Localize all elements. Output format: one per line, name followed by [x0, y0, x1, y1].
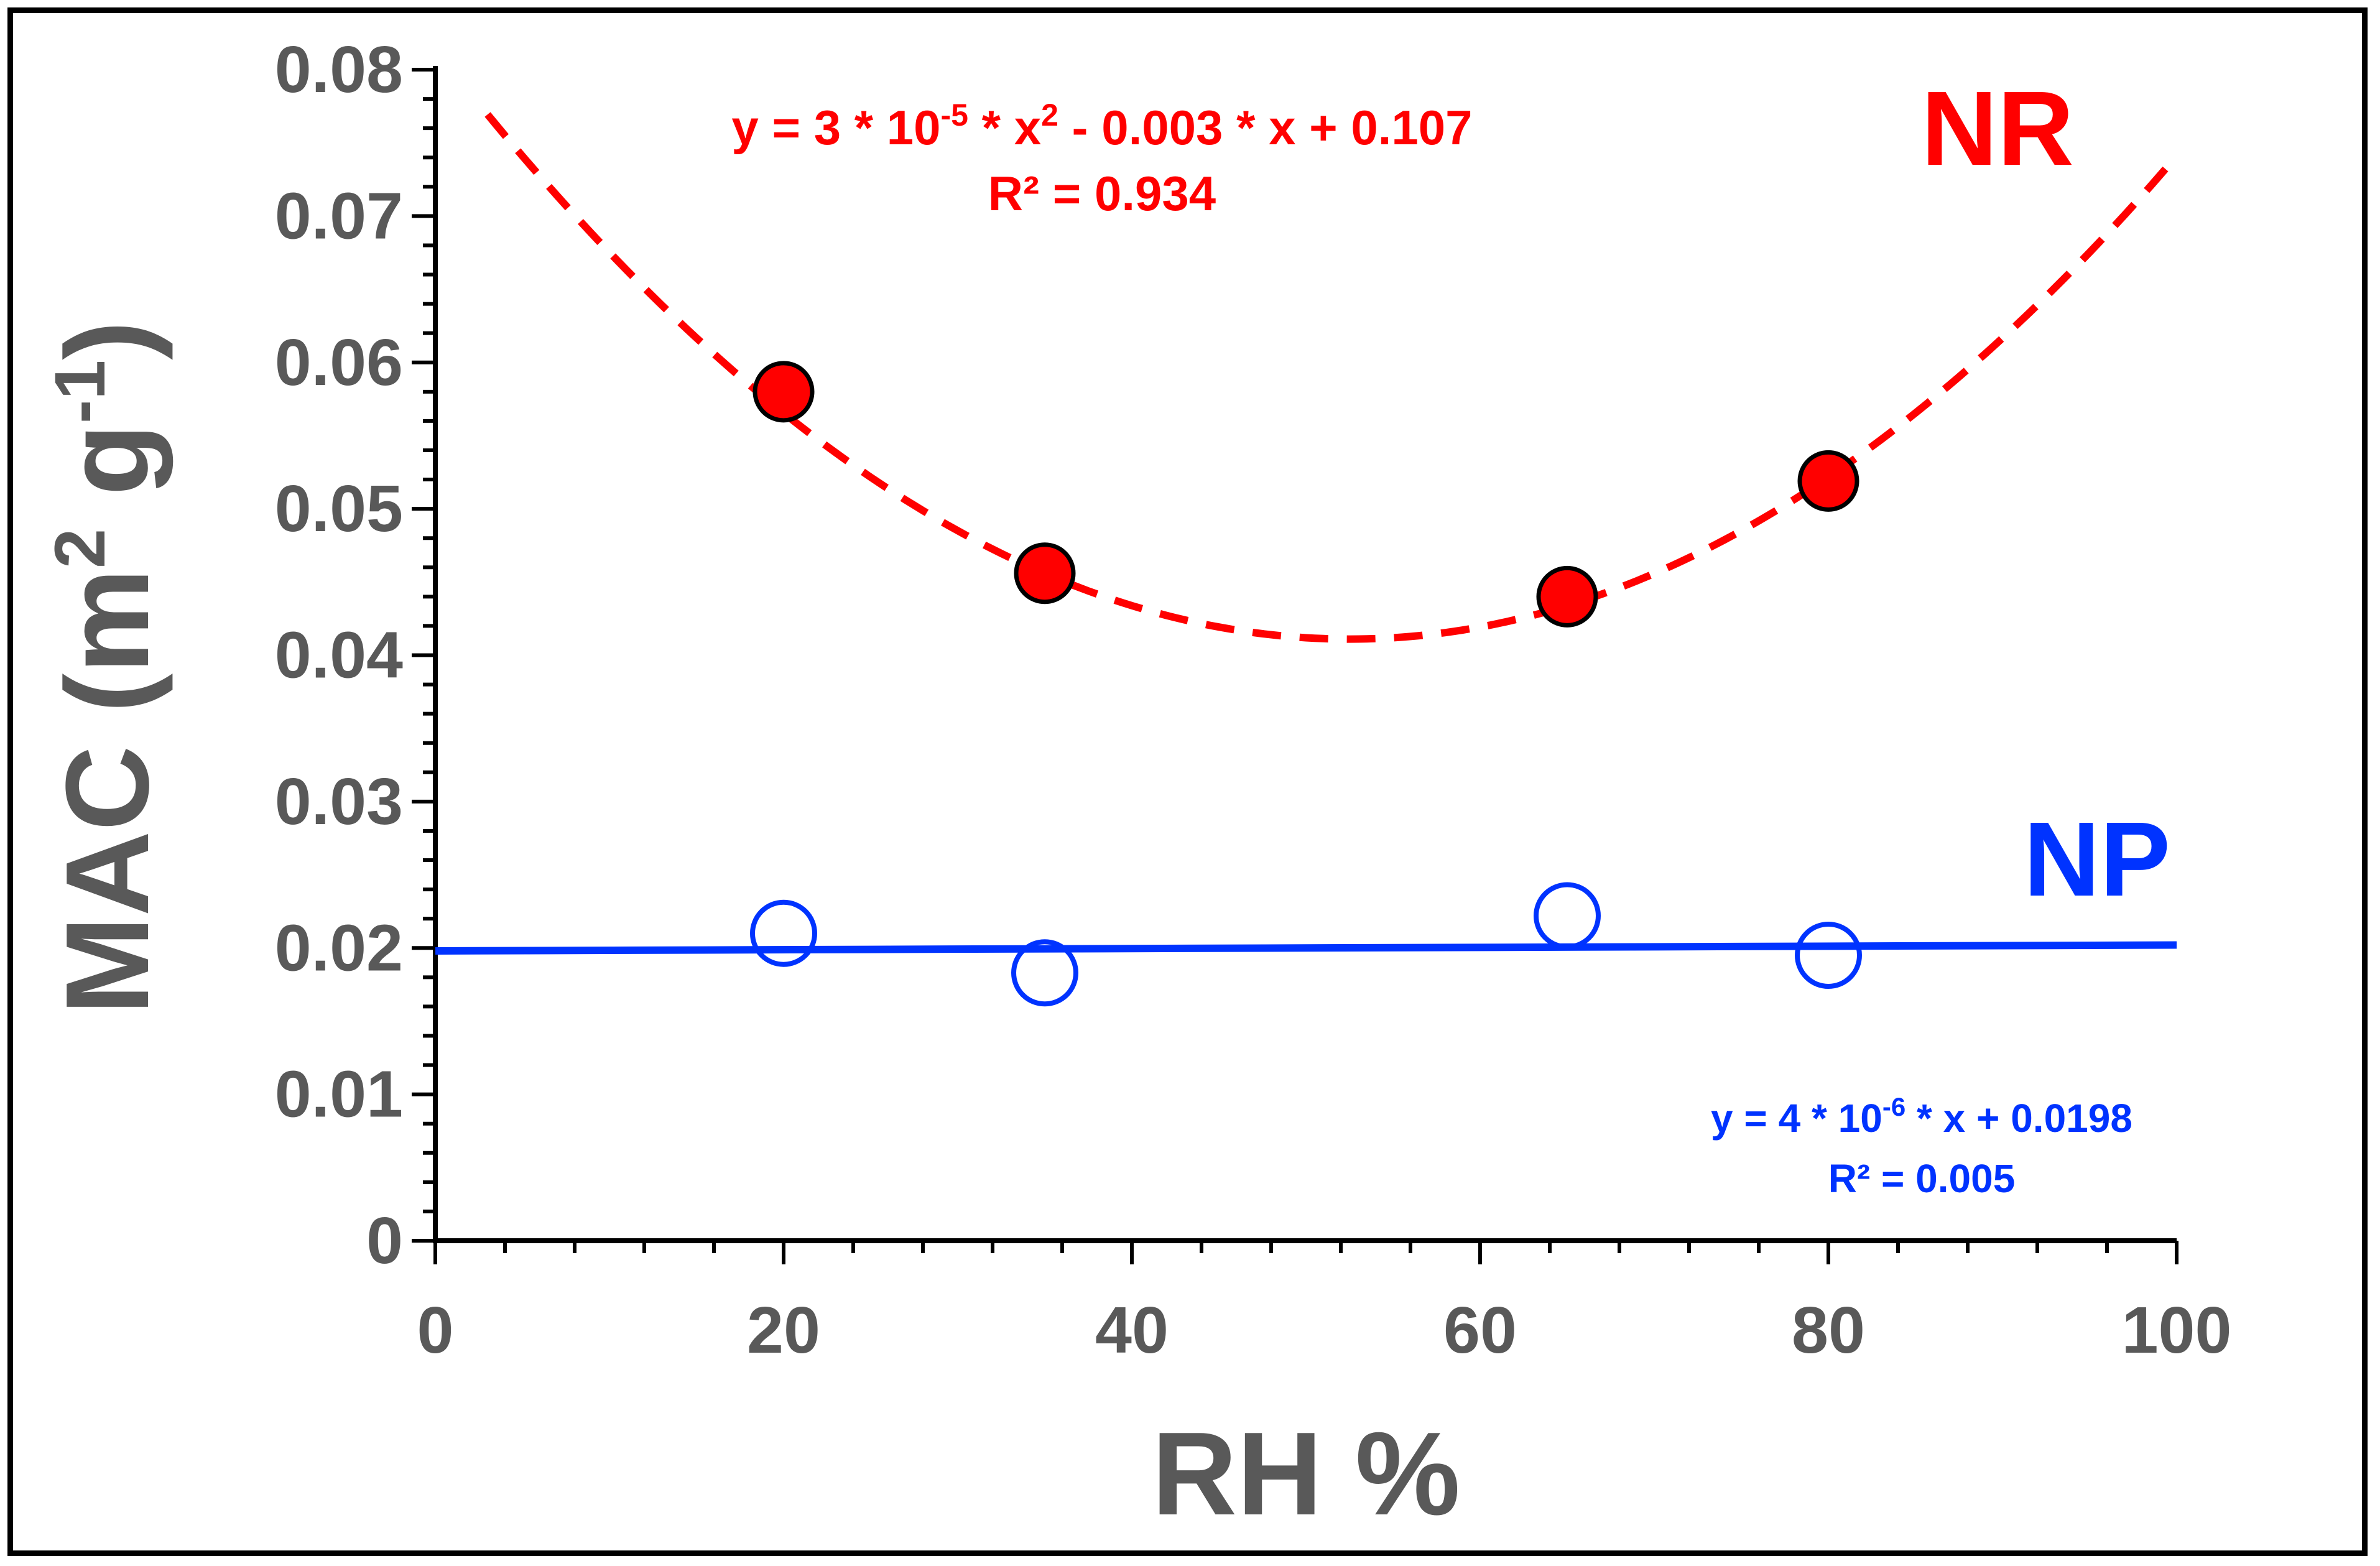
- nr-fit-equation: y = 3 * 10-5 * x2 - 0.003 * x + 0.107: [731, 98, 1472, 155]
- nr-data-point: [1797, 450, 1859, 512]
- y-tick-label: 0.02: [275, 911, 403, 985]
- y-tick-label: 0.08: [275, 33, 403, 106]
- chart-text: 0 0.01 0.02 0.03 0.04 0.05 0.06 0.07 0.08 0 20 40 60…: [40, 33, 2231, 1540]
- axes: [412, 66, 2179, 1264]
- np-eq-part: * x + 0.0198: [1905, 1096, 2132, 1141]
- x-tick-label: 40: [1095, 1294, 1169, 1367]
- nr-fit-r2: R² = 0.934: [988, 166, 1216, 221]
- nr-data-point: [752, 361, 815, 423]
- np-fit-equation: y = 4 * 10-6 * x + 0.0198: [1711, 1092, 2132, 1141]
- y-tick-label: 0.01: [275, 1058, 403, 1131]
- np-fit-r2: R² = 0.005: [1828, 1156, 2016, 1201]
- nr-fit-curve: [484, 112, 2180, 643]
- y-tick-label: 0.06: [275, 326, 403, 399]
- x-tick-label: 60: [1443, 1294, 1517, 1367]
- np-data-point: [1534, 882, 1601, 950]
- y-tick-label: 0.04: [275, 619, 403, 692]
- np-data-point: [1795, 922, 1862, 989]
- nr-eq-sup: -5: [941, 98, 968, 132]
- np-series-label: NP: [2024, 800, 2170, 919]
- chart-frame: [7, 7, 2368, 1556]
- y-title-sup: -1: [40, 360, 120, 424]
- x-axis-title: RH %: [1152, 1408, 1460, 1540]
- nr-data-point: [1014, 542, 1076, 605]
- np-fit-line: [435, 941, 2177, 955]
- nr-eq-part: y = 3 * 10: [731, 100, 940, 155]
- x-tick-label: 80: [1792, 1294, 1865, 1367]
- nr-eq-part: - 0.003 * x + 0.107: [1058, 100, 1473, 155]
- np-eq-sup: -6: [1882, 1092, 1905, 1121]
- nr-data-point: [1536, 565, 1598, 628]
- nr-series-label: NR: [1921, 70, 2074, 188]
- fit-lines: [435, 112, 2180, 955]
- x-tick-label: 0: [417, 1294, 454, 1367]
- nr-eq-part: * x: [968, 100, 1041, 155]
- np-data-point: [1011, 939, 1078, 1007]
- nr-eq-sup: 2: [1041, 98, 1058, 132]
- x-tick-label: 100: [2122, 1294, 2232, 1367]
- np-eq-part: y = 4 * 10: [1711, 1096, 1882, 1141]
- np-data-point: [750, 899, 817, 967]
- y-title-part: g: [42, 424, 174, 529]
- y-tick-label: 0.07: [275, 179, 403, 253]
- y-tick-label: 0.03: [275, 765, 403, 838]
- y-title-part: MAC (m: [42, 568, 174, 1015]
- y-tick-label: 0: [366, 1204, 403, 1277]
- y-title-sup: 2: [40, 529, 120, 568]
- y-axis-title: MAC (m2 g-1): [40, 320, 174, 1014]
- y-tick-label: 0.05: [275, 472, 403, 545]
- y-title-part: ): [42, 320, 174, 359]
- data-points: [750, 361, 1862, 1007]
- x-tick-label: 20: [747, 1294, 820, 1367]
